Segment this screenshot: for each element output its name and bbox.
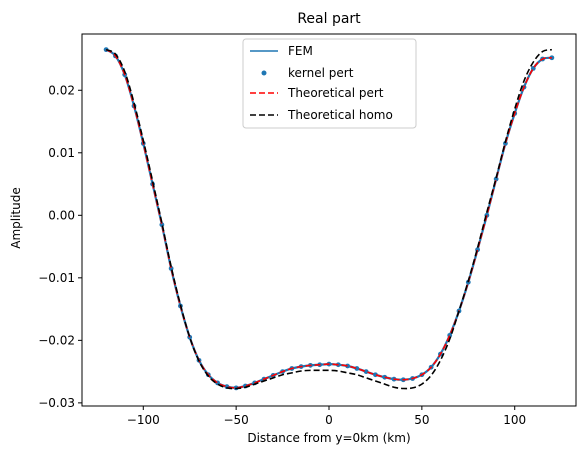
x-tick-label: −50 xyxy=(223,413,248,427)
data-point xyxy=(382,374,388,380)
legend-box xyxy=(242,38,417,129)
legend-theoretical-pert-label: Theoretical pert xyxy=(287,86,384,100)
axis-ticks: −100 −50 0 50 100 −0.03 −0.02 −0.01 0.00 0.01 0.02 xyxy=(38,83,526,427)
legend-kernel-pert-swatch xyxy=(261,70,267,76)
data-point xyxy=(373,372,378,378)
legend-kernel-pert-label: kernel pert xyxy=(288,66,354,80)
x-axis-label: Distance from y=0km (km) xyxy=(247,431,410,445)
x-tick-label: −100 xyxy=(127,413,160,427)
data-point xyxy=(493,176,499,182)
y-tick-label: 0.00 xyxy=(48,208,75,222)
legend-theoretical-homo-label: Theoretical homo xyxy=(287,108,393,122)
y-axis-label: Amplitude xyxy=(9,187,23,249)
x-tick-label: 50 xyxy=(414,413,429,427)
y-tick-label: 0.01 xyxy=(48,146,75,160)
data-point xyxy=(503,141,508,146)
x-tick-label: 0 xyxy=(325,413,333,427)
y-tick-label: −0.03 xyxy=(38,396,75,410)
data-point xyxy=(345,363,350,369)
legend: FEM kernel pert Theoretical pert Theoret… xyxy=(242,38,417,129)
legend-fem-label: FEM xyxy=(288,44,313,58)
y-tick-label: −0.01 xyxy=(38,271,75,285)
data-point xyxy=(354,366,360,371)
axes-frame xyxy=(81,33,577,407)
chart-title: Real part xyxy=(297,11,361,27)
plot-area xyxy=(103,47,555,391)
y-tick-label: −0.02 xyxy=(38,333,75,347)
x-tick-label: 100 xyxy=(503,413,526,427)
series-line-theoretical-homo xyxy=(105,48,553,390)
y-tick-label: 0.02 xyxy=(48,83,75,97)
